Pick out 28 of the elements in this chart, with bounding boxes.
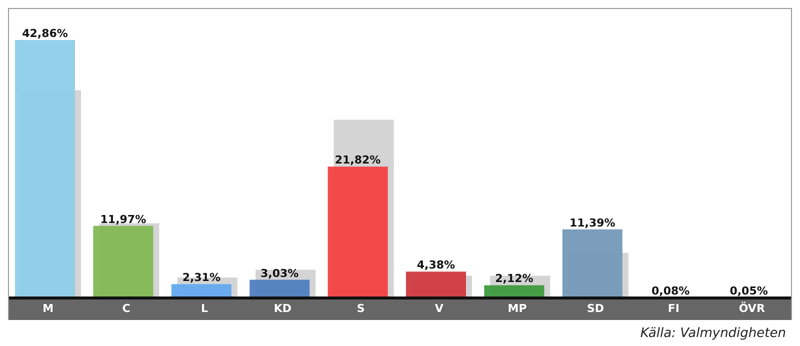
bar	[484, 285, 544, 298]
x-tick-label: L	[200, 302, 208, 315]
data-label: 0,05%	[730, 284, 768, 298]
x-tick-label: M	[42, 302, 54, 315]
x-tick-label: SD	[586, 302, 604, 315]
data-label: 0,08%	[652, 284, 690, 298]
bar	[15, 40, 75, 298]
x-tick-label: S	[356, 302, 365, 315]
x-tick-label: ÖVR	[738, 301, 766, 315]
bar	[406, 272, 466, 298]
bar	[562, 229, 622, 298]
x-tick-label: FI	[668, 302, 680, 315]
data-label: 42,86%	[22, 26, 68, 40]
bar	[328, 166, 388, 298]
data-label: 3,03%	[260, 266, 299, 280]
data-label: 2,12%	[495, 272, 534, 286]
data-label: 4,38%	[416, 258, 456, 272]
data-label: 21,82%	[334, 154, 381, 167]
x-tick-label: MP	[508, 302, 527, 315]
x-tick-label: C	[122, 302, 130, 315]
data-label: 2,31%	[182, 271, 220, 284]
data-label: 11,97%	[100, 212, 146, 226]
x-tick-label: KD	[274, 302, 292, 315]
bar	[250, 280, 310, 298]
bar	[171, 284, 232, 298]
x-tick-label: V	[434, 302, 444, 315]
text: Källa: Valmyndigheten	[639, 326, 787, 341]
data-label: 11,39%	[569, 216, 616, 230]
